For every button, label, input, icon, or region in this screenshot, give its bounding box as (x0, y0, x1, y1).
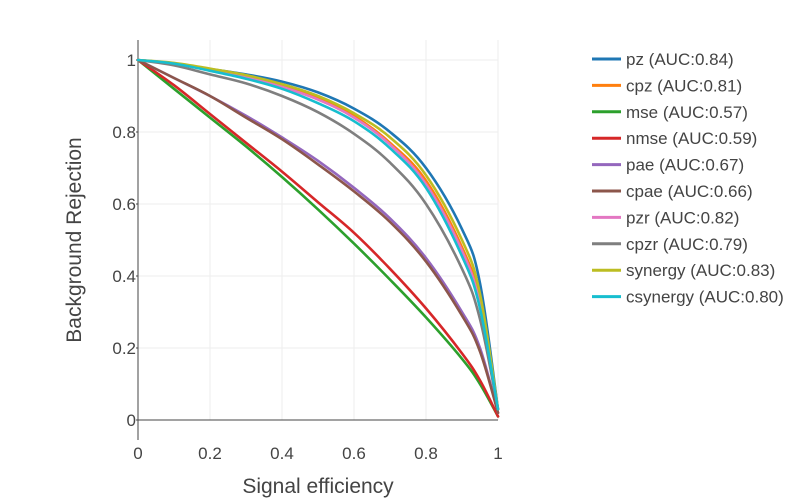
y-tick-label: 0.6 (112, 195, 136, 214)
legend-label-mse: mse (AUC:0.57) (626, 103, 748, 122)
x-tick-label: 0.4 (270, 444, 294, 463)
legend-label-csynergy: csynergy (AUC:0.80) (626, 288, 784, 307)
x-tick-label: 0.2 (198, 444, 222, 463)
axes (136, 40, 498, 440)
x-tick-label: 0.6 (342, 444, 366, 463)
tick-labels: 0 0.2 0.4 0.6 0.8 1 0 0.2 0.4 0.6 0.8 1 (112, 51, 502, 463)
x-tick-label: 0 (133, 444, 142, 463)
series-line-cpzr (136, 58, 500, 411)
series-line-csynergy (136, 58, 500, 411)
series-line-mse (136, 58, 500, 418)
legend-label-nmse: nmse (AUC:0.59) (626, 129, 757, 148)
y-tick-label: 0 (127, 411, 136, 430)
series-line-synergy (136, 58, 500, 411)
legend-label-cpz: cpz (AUC:0.81) (626, 76, 742, 95)
legend: pz (AUC:0.84) cpz (AUC:0.81) mse (AUC:0.57… (592, 50, 784, 307)
y-tick-label: 1 (127, 51, 136, 70)
legend-label-cpzr: cpzr (AUC:0.79) (626, 235, 748, 254)
legend-label-cpae: cpae (AUC:0.66) (626, 182, 753, 201)
y-tick-label: 0.2 (112, 339, 136, 358)
plot-area (136, 58, 500, 418)
series-line-cpae (136, 58, 500, 415)
series-line-nmse (136, 58, 500, 418)
legend-label-synergy: synergy (AUC:0.83) (626, 261, 775, 280)
x-tick-label: 1 (493, 444, 502, 463)
legend-label-pz: pz (AUC:0.84) (626, 50, 734, 69)
x-tick-label: 0.8 (414, 444, 438, 463)
grid (138, 40, 499, 420)
legend-label-pae: pae (AUC:0.67) (626, 156, 744, 175)
y-axis-title: Background Rejection (63, 137, 86, 342)
legend-label-pzr: pzr (AUC:0.82) (626, 208, 739, 227)
x-axis-title: Signal efficiency (242, 475, 394, 498)
y-tick-label: 0.4 (112, 267, 136, 286)
y-tick-label: 0.8 (112, 123, 136, 142)
